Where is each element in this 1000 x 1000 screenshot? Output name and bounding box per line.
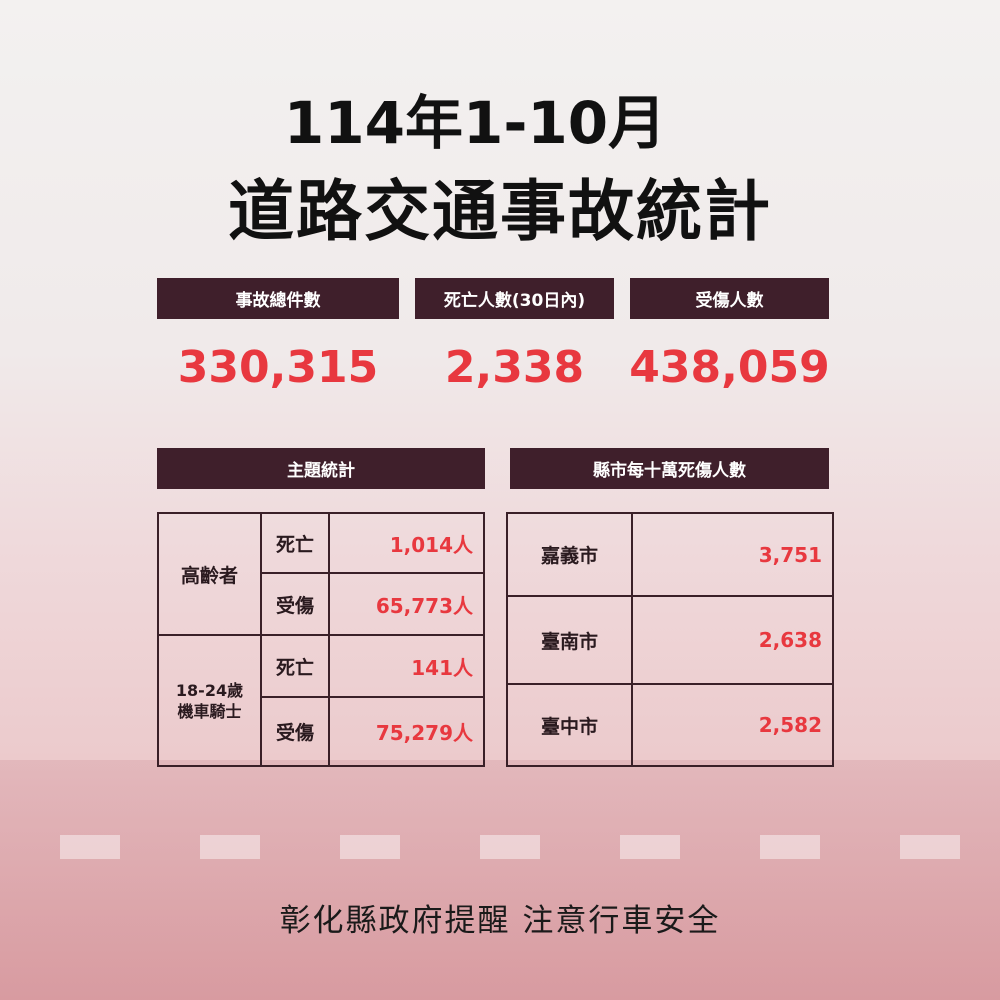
row-value: 75,279人 xyxy=(328,696,485,767)
summary-header-deaths: 死亡人數(30日內) xyxy=(415,278,614,319)
crosswalk-stripe xyxy=(340,835,400,859)
background-road xyxy=(0,760,1000,1000)
row-type: 受傷 xyxy=(260,572,330,636)
summary-value-total: 330,315 xyxy=(177,342,379,393)
group-name: 高齡者 xyxy=(157,512,262,636)
crosswalk-stripe xyxy=(760,835,820,859)
row-value: 65,773人 xyxy=(328,572,485,636)
row-value: 141人 xyxy=(328,634,485,698)
footer-slogan: 彰化縣政府提醒 注意行車安全 xyxy=(279,903,721,939)
county-name: 臺中市 xyxy=(506,683,633,767)
county-value: 2,582 xyxy=(631,683,834,767)
county-value: 2,638 xyxy=(631,595,834,685)
title-line1: 114年1-10月 xyxy=(283,89,667,157)
county-name: 嘉義市 xyxy=(506,512,633,597)
group-name: 18-24歲 機車騎士 xyxy=(157,634,262,767)
summary-value-deaths: 2,338 xyxy=(444,342,585,393)
group-name-line1: 18-24歲 xyxy=(175,680,244,700)
crosswalk-stripe xyxy=(900,835,960,859)
row-value: 1,014人 xyxy=(328,512,485,574)
table-row: 臺南市 2,638 xyxy=(506,595,834,685)
topic-table: 高齡者 死亡 1,014人 受傷 65,773人 18-24歲 機車騎士 死亡 … xyxy=(157,512,485,767)
county-name: 臺南市 xyxy=(506,595,633,685)
crosswalk-stripe xyxy=(620,835,680,859)
table-row: 受傷 75,279人 xyxy=(158,696,485,767)
title-line2: 道路交通事故統計 xyxy=(228,173,772,250)
crosswalk-stripe xyxy=(60,835,120,859)
summary-value-injuries: 438,059 xyxy=(629,342,830,393)
summary-header-total: 事故總件數 xyxy=(157,278,399,319)
table-row: 18-24歲 機車騎士 死亡 141人 xyxy=(157,634,485,767)
table-row: 受傷 65,773人 xyxy=(158,572,485,636)
row-type: 受傷 xyxy=(260,696,330,767)
crosswalk-stripe xyxy=(480,835,540,859)
county-value: 3,751 xyxy=(631,512,834,597)
county-table: 嘉義市 3,751 臺南市 2,638 臺中市 2,582 xyxy=(506,512,834,767)
summary-header-injuries: 受傷人數 xyxy=(630,278,829,319)
table-row: 高齡者 死亡 1,014人 xyxy=(157,512,485,636)
table-row: 臺中市 2,582 xyxy=(506,683,834,767)
topic-header: 主題統計 xyxy=(157,448,485,489)
group-name-line2: 機車騎士 xyxy=(177,701,242,721)
row-type: 死亡 xyxy=(260,512,330,574)
county-header: 縣市每十萬死傷人數 xyxy=(510,448,829,489)
crosswalk-stripe xyxy=(200,835,260,859)
row-type: 死亡 xyxy=(260,634,330,698)
table-row: 嘉義市 3,751 xyxy=(506,512,834,597)
